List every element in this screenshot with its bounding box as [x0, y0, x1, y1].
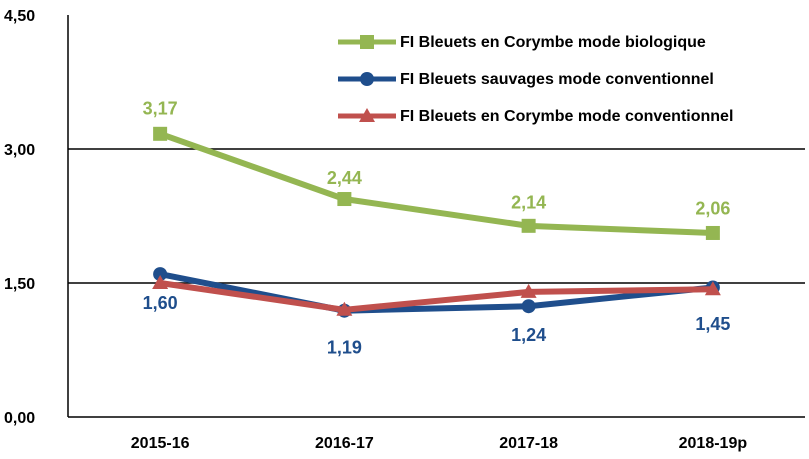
- x-tick-label: 2017-18: [499, 435, 558, 452]
- legend-marker: [360, 72, 374, 86]
- data-label: 1,19: [327, 337, 362, 357]
- data-label: 2,14: [511, 193, 546, 213]
- data-label: 1,45: [695, 314, 730, 334]
- data-point: [337, 192, 352, 207]
- series-line: [159, 130, 713, 236]
- data-label: 2,06: [695, 199, 730, 219]
- series-line: [159, 271, 714, 314]
- data-point: [153, 267, 168, 282]
- data-point: [336, 301, 353, 316]
- data-label: 1,24: [511, 325, 546, 345]
- data-point: [521, 218, 536, 233]
- data-label: 3,17: [143, 99, 178, 119]
- data-label: 1,60: [143, 293, 178, 313]
- legend-label: FI Bleuets en Corymbe mode biologique: [400, 34, 706, 51]
- y-tick-label: 0,00: [4, 410, 35, 427]
- data-point: [521, 299, 536, 314]
- x-tick-label: 2016-17: [315, 435, 374, 452]
- data-point: [520, 283, 537, 298]
- data-point: [153, 126, 168, 141]
- y-tick-label: 4,50: [4, 8, 35, 25]
- legend-label: FI Bleuets sauvages mode conventionnel: [400, 71, 714, 88]
- legend-marker: [359, 108, 375, 122]
- legend-marker: [360, 35, 374, 49]
- x-tick-label: 2018-19p: [679, 435, 748, 452]
- legend-label: FI Bleuets en Corymbe mode conventionnel: [400, 108, 733, 125]
- data-point: [152, 275, 169, 289]
- y-tick-label: 1,50: [4, 276, 35, 293]
- x-tick-label: 2015-16: [131, 435, 190, 452]
- data-point: [704, 281, 721, 296]
- y-tick-label: 3,00: [4, 142, 35, 159]
- data-point: [705, 225, 720, 240]
- data-label: 2,44: [327, 168, 362, 188]
- series-line: [159, 280, 713, 313]
